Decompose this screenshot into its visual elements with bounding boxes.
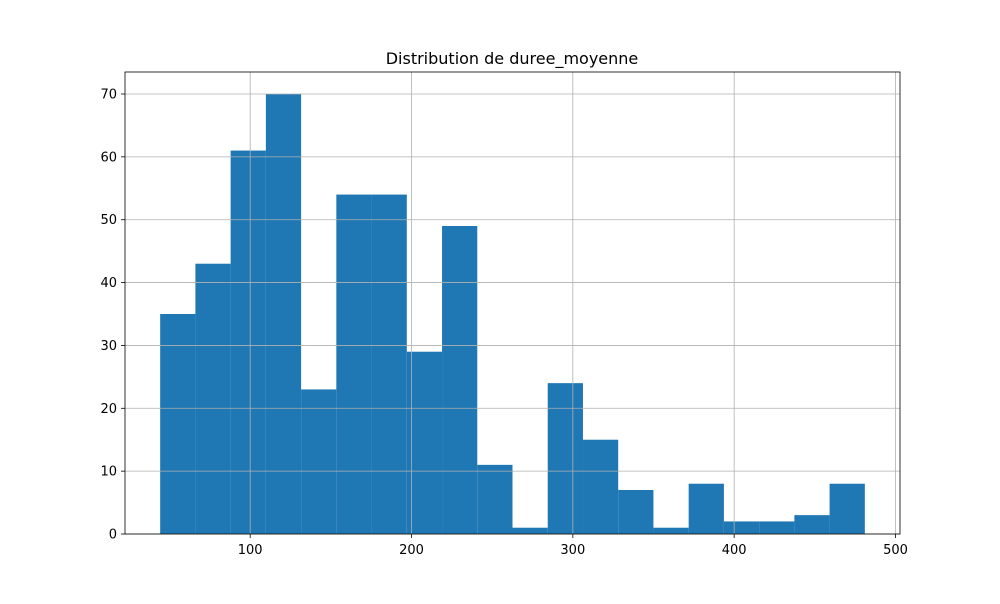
histogram-bar-8 — [442, 226, 478, 534]
y-tick-label-20: 20 — [100, 402, 117, 417]
histogram-bar-7 — [406, 351, 443, 534]
y-tick-label-60: 60 — [100, 150, 117, 165]
y-tick-label-40: 40 — [100, 276, 117, 291]
histogram-bar-5 — [336, 194, 372, 535]
histogram-bar-18 — [794, 515, 830, 534]
x-tick-label-200: 200 — [399, 543, 424, 558]
y-tick-label-70: 70 — [100, 88, 117, 103]
histogram-bar-19 — [829, 483, 865, 534]
histogram-bar-13 — [618, 490, 654, 534]
histogram-bar-15 — [688, 483, 724, 534]
histogram-bar-9 — [477, 464, 513, 534]
histogram-bar-1 — [195, 263, 231, 534]
x-tick-label-100: 100 — [238, 543, 263, 558]
axes-frame — [124, 71, 901, 535]
y-tick-label-10: 10 — [100, 465, 117, 480]
x-tick-label-500: 500 — [883, 543, 908, 558]
tick-marks-and-labels: 100 200 300 400 500 0 10 20 30 40 50 60 70 — [100, 88, 907, 559]
histogram-bar-2 — [230, 150, 266, 535]
histogram-bar-11 — [547, 383, 583, 534]
x-tick-label-400: 400 — [722, 543, 747, 558]
histogram-bar-16 — [723, 521, 760, 534]
histogram-bar-17 — [759, 521, 795, 534]
histogram-bar-10 — [512, 527, 548, 534]
histogram-bar-3 — [265, 94, 302, 534]
histogram-bar-12 — [582, 439, 619, 534]
histogram-bars — [160, 94, 865, 535]
axes — [124, 71, 901, 535]
histogram-bar-14 — [653, 527, 689, 534]
histogram-bar-4 — [301, 389, 337, 534]
histogram-bar-6 — [371, 194, 407, 535]
histogram-bar-0 — [160, 314, 196, 534]
y-tick-label-50: 50 — [100, 213, 117, 228]
chart-title: Distribution de duree_moyenne — [386, 49, 639, 69]
x-tick-label-300: 300 — [560, 543, 585, 558]
y-tick-label-30: 30 — [100, 339, 117, 354]
y-tick-label-0: 0 — [109, 528, 117, 543]
